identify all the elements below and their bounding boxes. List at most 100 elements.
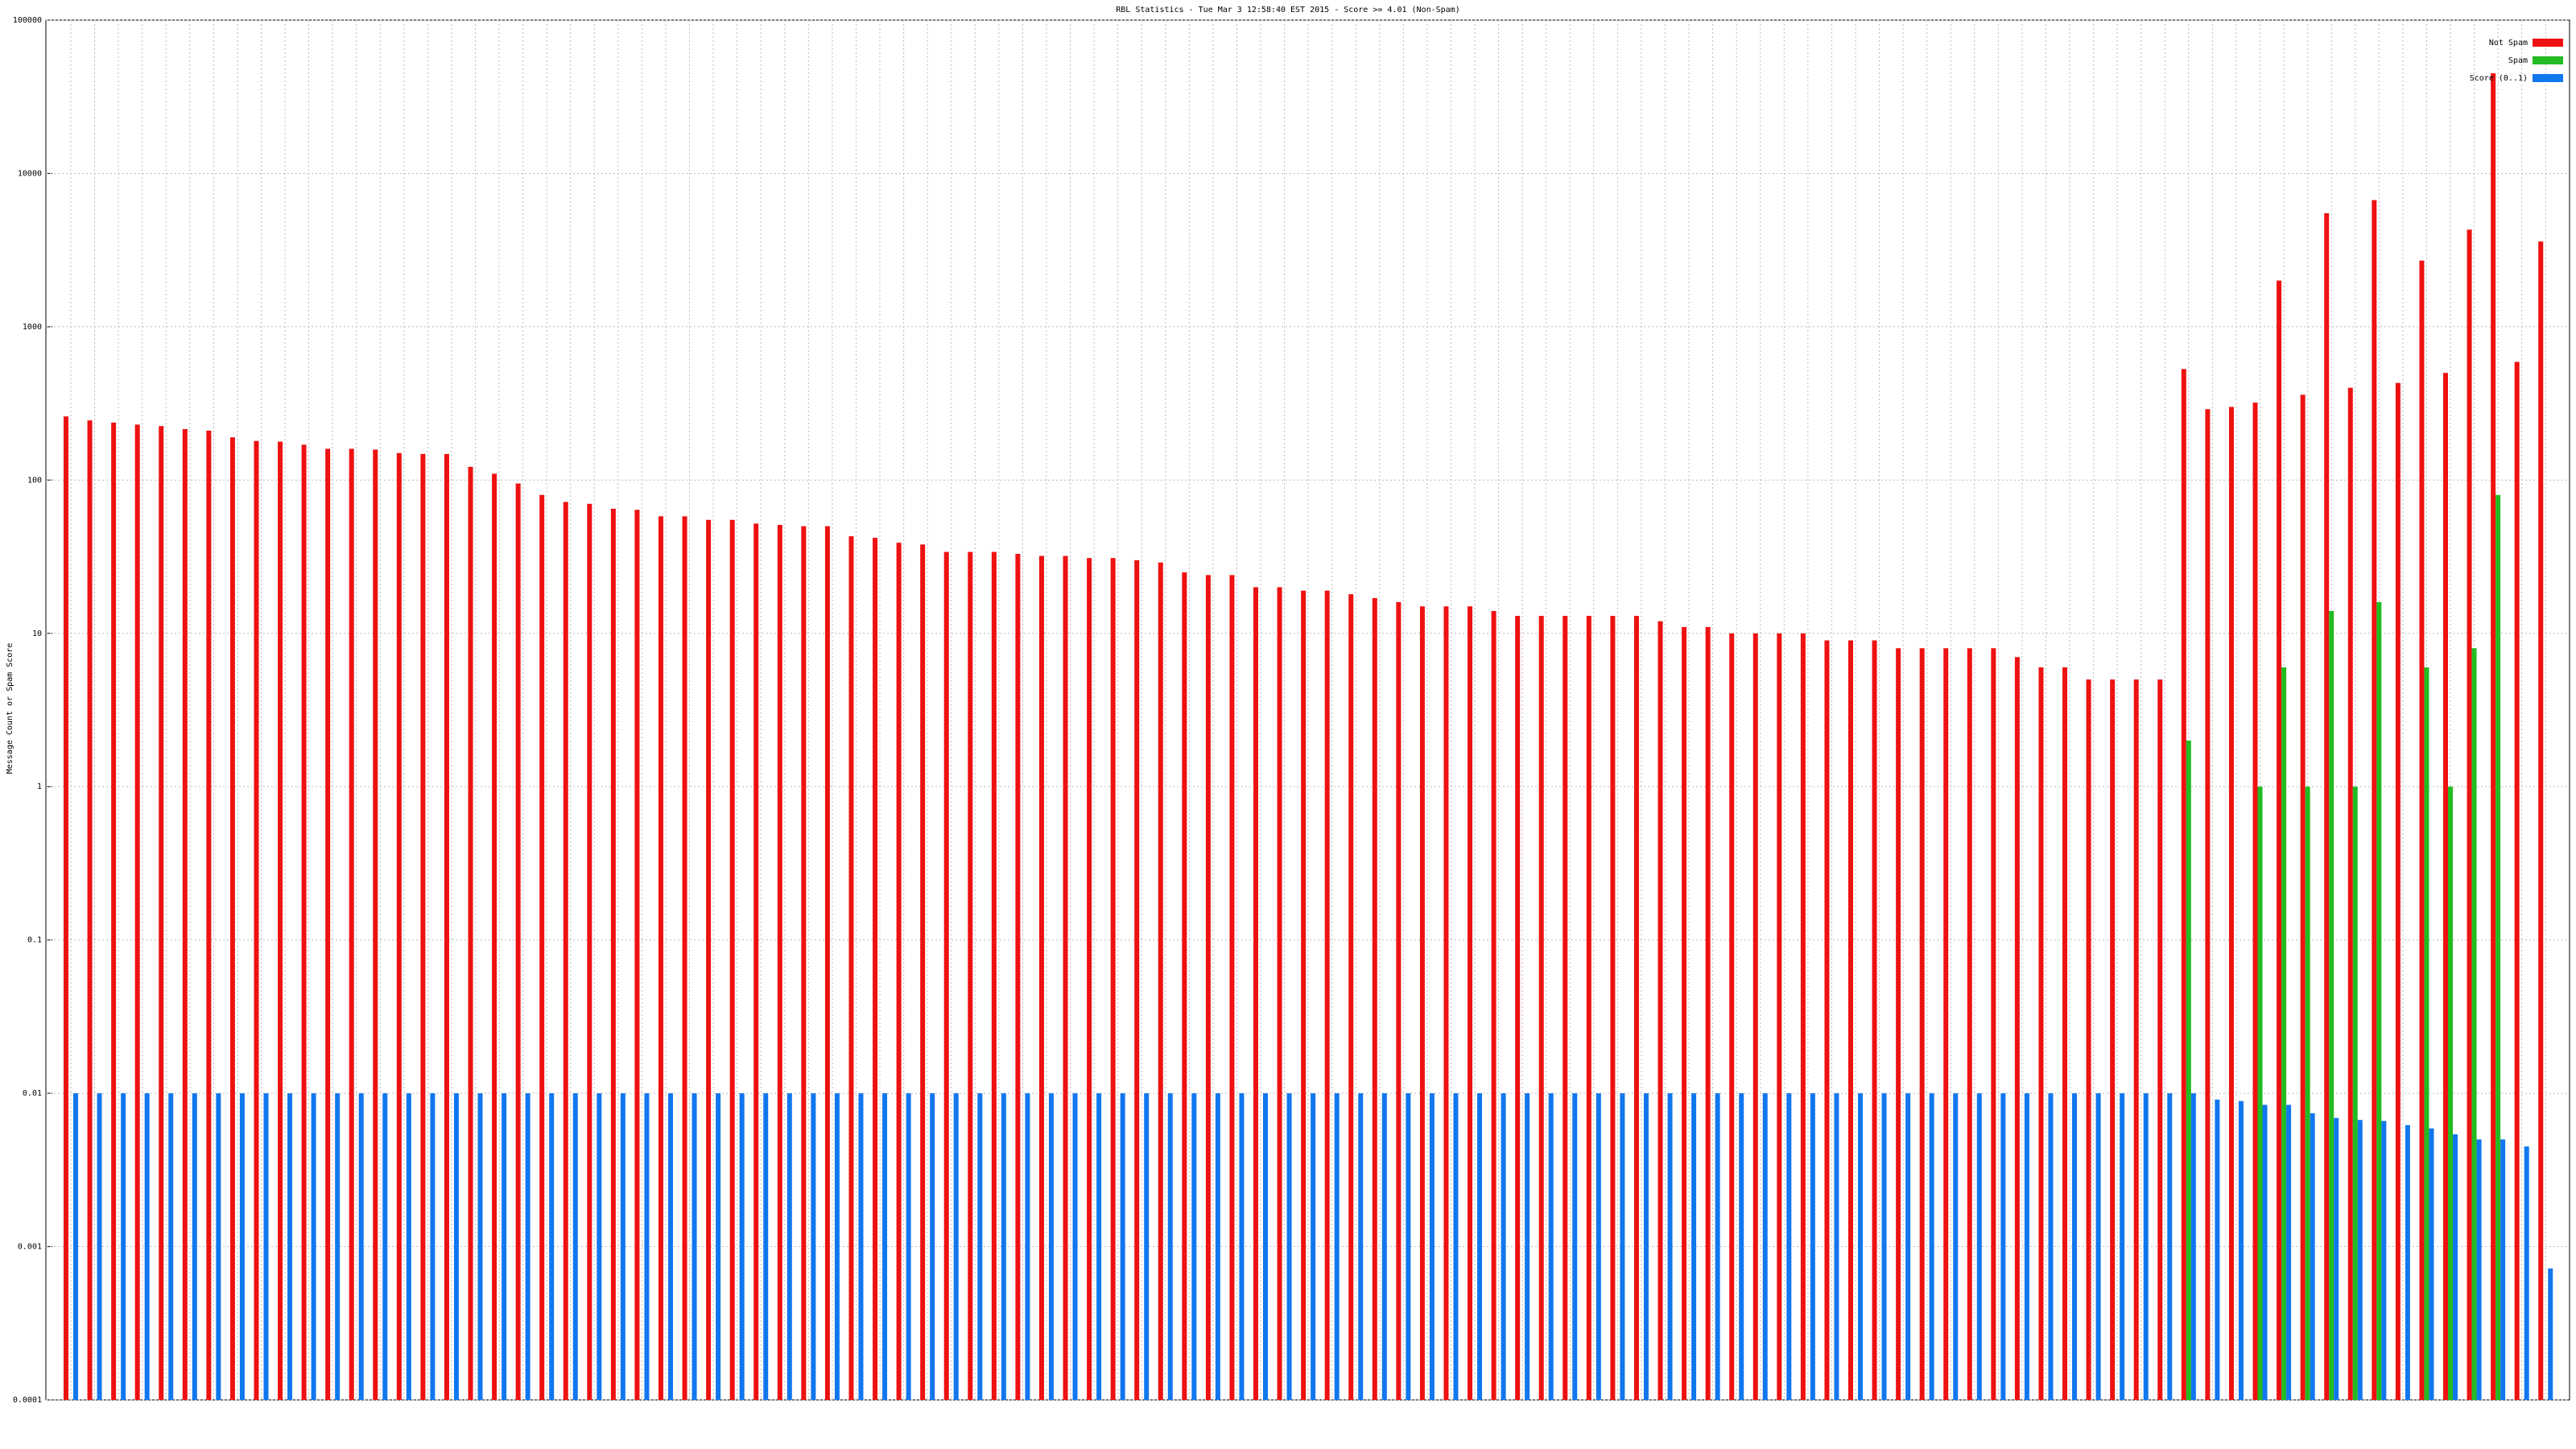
bar bbox=[777, 525, 782, 1401]
bar bbox=[349, 448, 354, 1400]
bar bbox=[121, 1093, 126, 1400]
bar bbox=[1667, 1093, 1673, 1400]
bar bbox=[1406, 1093, 1411, 1400]
bar bbox=[216, 1093, 221, 1400]
bar bbox=[634, 510, 640, 1400]
bar bbox=[811, 1093, 816, 1400]
legend-label: Score (0..1) bbox=[2470, 74, 2528, 83]
bar bbox=[2548, 1268, 2553, 1400]
bar bbox=[1548, 1093, 1554, 1400]
bar bbox=[64, 416, 68, 1400]
bar bbox=[1515, 616, 1521, 1400]
bar bbox=[2186, 740, 2191, 1400]
bar bbox=[1976, 1093, 1982, 1400]
bar bbox=[572, 1093, 578, 1400]
bar bbox=[1633, 616, 1639, 1400]
bar bbox=[2205, 409, 2211, 1400]
bar bbox=[206, 430, 212, 1400]
bar bbox=[1715, 1093, 1720, 1400]
bar bbox=[1682, 626, 1687, 1400]
bar bbox=[1563, 616, 1568, 1400]
bar bbox=[2524, 1146, 2529, 1400]
y-axis-label: Message Count or Spam Score bbox=[6, 643, 14, 774]
bar bbox=[930, 1093, 935, 1400]
bar bbox=[325, 448, 331, 1400]
bar bbox=[1691, 1093, 1697, 1400]
y-tick-label: 1000 bbox=[23, 323, 42, 332]
bar bbox=[1905, 1093, 1911, 1400]
bar bbox=[144, 1093, 150, 1400]
bar bbox=[1301, 590, 1307, 1400]
y-tick-label: 0.1 bbox=[27, 936, 42, 945]
bar bbox=[2014, 657, 2020, 1400]
bar bbox=[239, 1093, 245, 1400]
plot-frame bbox=[45, 19, 2570, 1401]
bar bbox=[358, 1093, 364, 1400]
bar bbox=[1896, 648, 1901, 1400]
bar bbox=[1311, 1093, 1316, 1400]
bar bbox=[1348, 594, 1354, 1400]
bar bbox=[2500, 1139, 2506, 1400]
bar bbox=[159, 426, 164, 1400]
bar bbox=[1453, 1093, 1459, 1400]
bar bbox=[1419, 606, 1425, 1400]
bar bbox=[1739, 1093, 1744, 1400]
bar bbox=[1263, 1093, 1268, 1400]
bar bbox=[2281, 667, 2287, 1400]
bar bbox=[2381, 1121, 2387, 1400]
bar bbox=[1239, 1093, 1245, 1400]
bar bbox=[991, 551, 997, 1400]
y-tick-label: 0.01 bbox=[23, 1089, 42, 1098]
bar bbox=[2157, 679, 2163, 1400]
bar bbox=[2277, 280, 2282, 1401]
bar bbox=[2167, 1093, 2173, 1400]
bar bbox=[1087, 558, 1092, 1400]
bar bbox=[502, 1093, 507, 1400]
bar bbox=[1943, 648, 1949, 1400]
chart-title: RBL Statistics - Tue Mar 3 12:58:40 EST … bbox=[1116, 6, 1459, 14]
bar bbox=[644, 1093, 650, 1400]
bar bbox=[1610, 616, 1616, 1400]
bar bbox=[1167, 1093, 1173, 1400]
bar bbox=[134, 424, 140, 1400]
bar bbox=[2215, 1099, 2220, 1400]
bar bbox=[444, 453, 449, 1400]
bar bbox=[2372, 200, 2377, 1401]
bar bbox=[2262, 1104, 2268, 1400]
bar bbox=[1048, 1093, 1054, 1400]
bar bbox=[2238, 1100, 2244, 1400]
bar bbox=[1096, 1093, 1102, 1400]
bar bbox=[111, 422, 117, 1400]
bar bbox=[2357, 1120, 2363, 1400]
bar bbox=[1596, 1093, 1601, 1400]
bar bbox=[1929, 1093, 1934, 1400]
bar bbox=[2000, 1093, 2006, 1400]
y-tick-label: 10000 bbox=[18, 169, 42, 178]
bar bbox=[1429, 1093, 1435, 1400]
bar bbox=[2424, 667, 2429, 1400]
bar bbox=[396, 452, 402, 1400]
bar bbox=[182, 429, 188, 1401]
legend-swatch bbox=[2533, 56, 2563, 64]
bar bbox=[97, 1093, 102, 1400]
bar bbox=[873, 538, 878, 1400]
bar bbox=[430, 1093, 436, 1400]
bar bbox=[2376, 601, 2382, 1400]
bar bbox=[2329, 610, 2334, 1400]
bar bbox=[2252, 402, 2258, 1400]
bar bbox=[1858, 1093, 1863, 1400]
bar bbox=[492, 473, 497, 1400]
bar bbox=[1967, 648, 1972, 1400]
bar bbox=[1182, 572, 1187, 1400]
bar bbox=[2048, 1093, 2054, 1400]
bar bbox=[620, 1093, 625, 1400]
bar bbox=[263, 1093, 269, 1400]
bar bbox=[1072, 1093, 1078, 1400]
bar bbox=[597, 1093, 602, 1400]
bar bbox=[834, 1093, 840, 1400]
bar bbox=[563, 502, 568, 1400]
bar bbox=[373, 449, 378, 1400]
bar bbox=[229, 437, 235, 1400]
bar bbox=[477, 1093, 483, 1400]
